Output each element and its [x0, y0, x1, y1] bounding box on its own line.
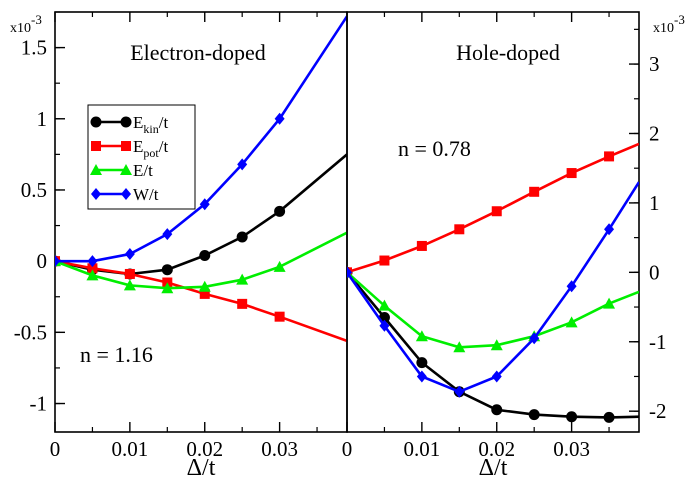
data-point: [121, 188, 131, 200]
data-point: [274, 112, 285, 125]
data-point: [603, 411, 615, 423]
y-tick-label: -1: [30, 392, 48, 416]
y-tick-label: 0: [649, 260, 660, 284]
data-point: [347, 266, 352, 279]
data-point: [604, 223, 615, 236]
y-tick-label: 0.5: [21, 178, 47, 202]
data-point: [416, 370, 427, 383]
data-point: [453, 341, 466, 353]
plot-area: [347, 142, 639, 423]
y-tick-label: 1.5: [21, 36, 47, 60]
data-point: [274, 311, 285, 322]
data-point: [273, 260, 286, 272]
data-point: [87, 255, 98, 268]
data-point: [379, 319, 390, 332]
data-point: [416, 240, 427, 251]
y-tick-label: 2: [649, 121, 660, 145]
data-point: [124, 248, 135, 261]
y-tick-label: -0.5: [14, 320, 47, 344]
legend-label: W/t: [133, 185, 159, 204]
plot-area: [55, 15, 347, 343]
data-point: [121, 141, 131, 151]
y-tick-label: 1: [37, 107, 48, 131]
panel-title: Hole-doped: [456, 40, 560, 65]
y-multiplier-label: x10-3: [653, 12, 685, 36]
x-tick-label: 0.03: [261, 437, 298, 461]
data-point: [120, 164, 132, 175]
data-point: [120, 116, 132, 128]
y-tick-label: -1: [649, 330, 667, 354]
data-point: [454, 385, 465, 398]
data-point: [415, 330, 428, 342]
data-point: [529, 332, 540, 345]
panel-hole-doped: -2 -1 0 1 2 3 0 0.01 0.02 0.03 x10-3 Δ/t Hole-doped n…: [342, 11, 685, 480]
data-point: [566, 168, 577, 179]
data-point: [199, 288, 210, 299]
plot-frame: [54, 11, 348, 433]
y-tick-label: 1: [649, 191, 660, 215]
panel-title: Electron-doped: [130, 40, 266, 65]
x-axis-label: Δ/t: [187, 455, 216, 480]
y-multiplier-label: x10-3: [10, 12, 42, 36]
data-point: [90, 164, 102, 175]
data-point: [416, 357, 428, 369]
data-point: [87, 263, 98, 274]
x-tick-label: 0.01: [403, 437, 440, 461]
data-point: [162, 228, 173, 241]
series-line: [55, 259, 347, 343]
series-line: [55, 15, 347, 263]
data-point: [237, 298, 248, 309]
data-point: [198, 280, 211, 292]
legend-label: E/t: [133, 161, 153, 180]
data-point: [454, 224, 465, 235]
plot-frame: [346, 11, 640, 433]
data-point: [491, 370, 502, 383]
data-point: [491, 206, 502, 217]
data-point: [566, 411, 578, 423]
data-point: [236, 231, 248, 243]
data-point: [199, 249, 211, 261]
legend-label: Epot/t: [133, 137, 168, 160]
y-tick-label: 0: [37, 249, 48, 273]
data-point: [490, 339, 503, 351]
legend-label: Ekin/t: [133, 113, 168, 136]
data-point: [55, 255, 60, 268]
data-point: [124, 268, 135, 279]
data-point: [123, 279, 136, 291]
data-point: [603, 297, 616, 309]
data-point: [91, 188, 101, 200]
x-tick-label: 0.02: [186, 437, 223, 461]
y-tick-label: 3: [649, 52, 660, 76]
data-point: [91, 141, 101, 151]
data-point: [566, 280, 577, 293]
density-annotation: n = 0.78: [398, 136, 471, 161]
data-point: [274, 205, 286, 217]
data-point: [161, 264, 173, 276]
data-point: [528, 409, 540, 421]
data-point: [379, 255, 390, 266]
data-point: [161, 282, 174, 294]
data-point: [90, 116, 102, 128]
data-point: [199, 198, 210, 211]
data-point: [565, 316, 578, 328]
panel-electron-doped: -1 -0.5 0 0.5 1 1.5 0 0.01 0.02 0.03 x10-3 Δ/t Elect…: [10, 11, 348, 480]
x-tick-label: 0: [50, 437, 61, 461]
series-line: [55, 231, 347, 290]
x-tick-label: 0: [342, 437, 353, 461]
data-point: [86, 269, 99, 281]
data-point: [491, 404, 503, 416]
y-tick-label: -2: [649, 399, 667, 423]
data-point: [378, 299, 391, 311]
x-tick-label: 0.02: [478, 437, 515, 461]
data-point: [236, 273, 249, 285]
x-tick-label: 0.03: [553, 437, 590, 461]
data-point: [237, 158, 248, 171]
density-annotation: n = 1.16: [80, 342, 153, 367]
data-point: [604, 151, 615, 162]
data-point: [529, 186, 540, 197]
x-axis-label: Δ/t: [479, 455, 508, 480]
x-tick-label: 0.01: [111, 437, 148, 461]
